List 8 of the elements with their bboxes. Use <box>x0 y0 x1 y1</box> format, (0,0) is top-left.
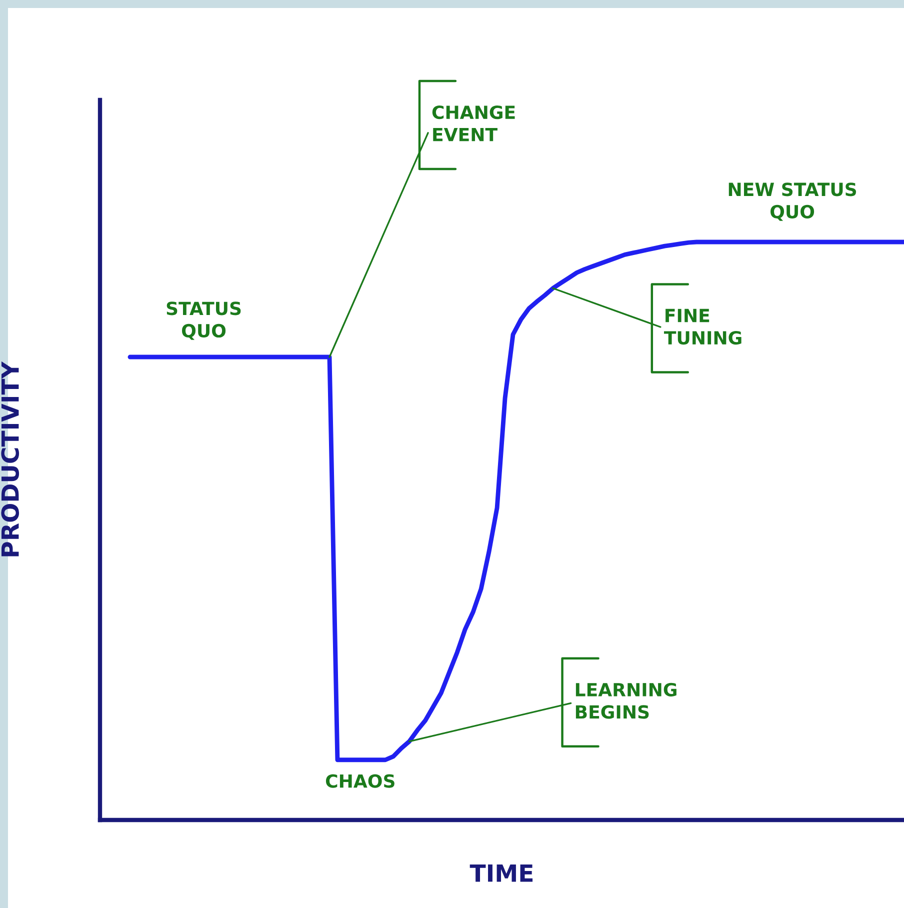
text: NEW STATUS QUO <box>728 182 856 221</box>
annotation: FINE TUNING <box>664 308 742 345</box>
annotation: STATUS QUO <box>166 302 241 340</box>
x-axis-title: TIME <box>470 864 533 882</box>
annotation: LEARNING BEGINS <box>576 682 676 719</box>
text: CHANGE EVENT <box>432 105 515 142</box>
y-axis-title: PRODUCTIVITY <box>1 361 20 556</box>
annotation: CHAOS <box>326 774 394 788</box>
